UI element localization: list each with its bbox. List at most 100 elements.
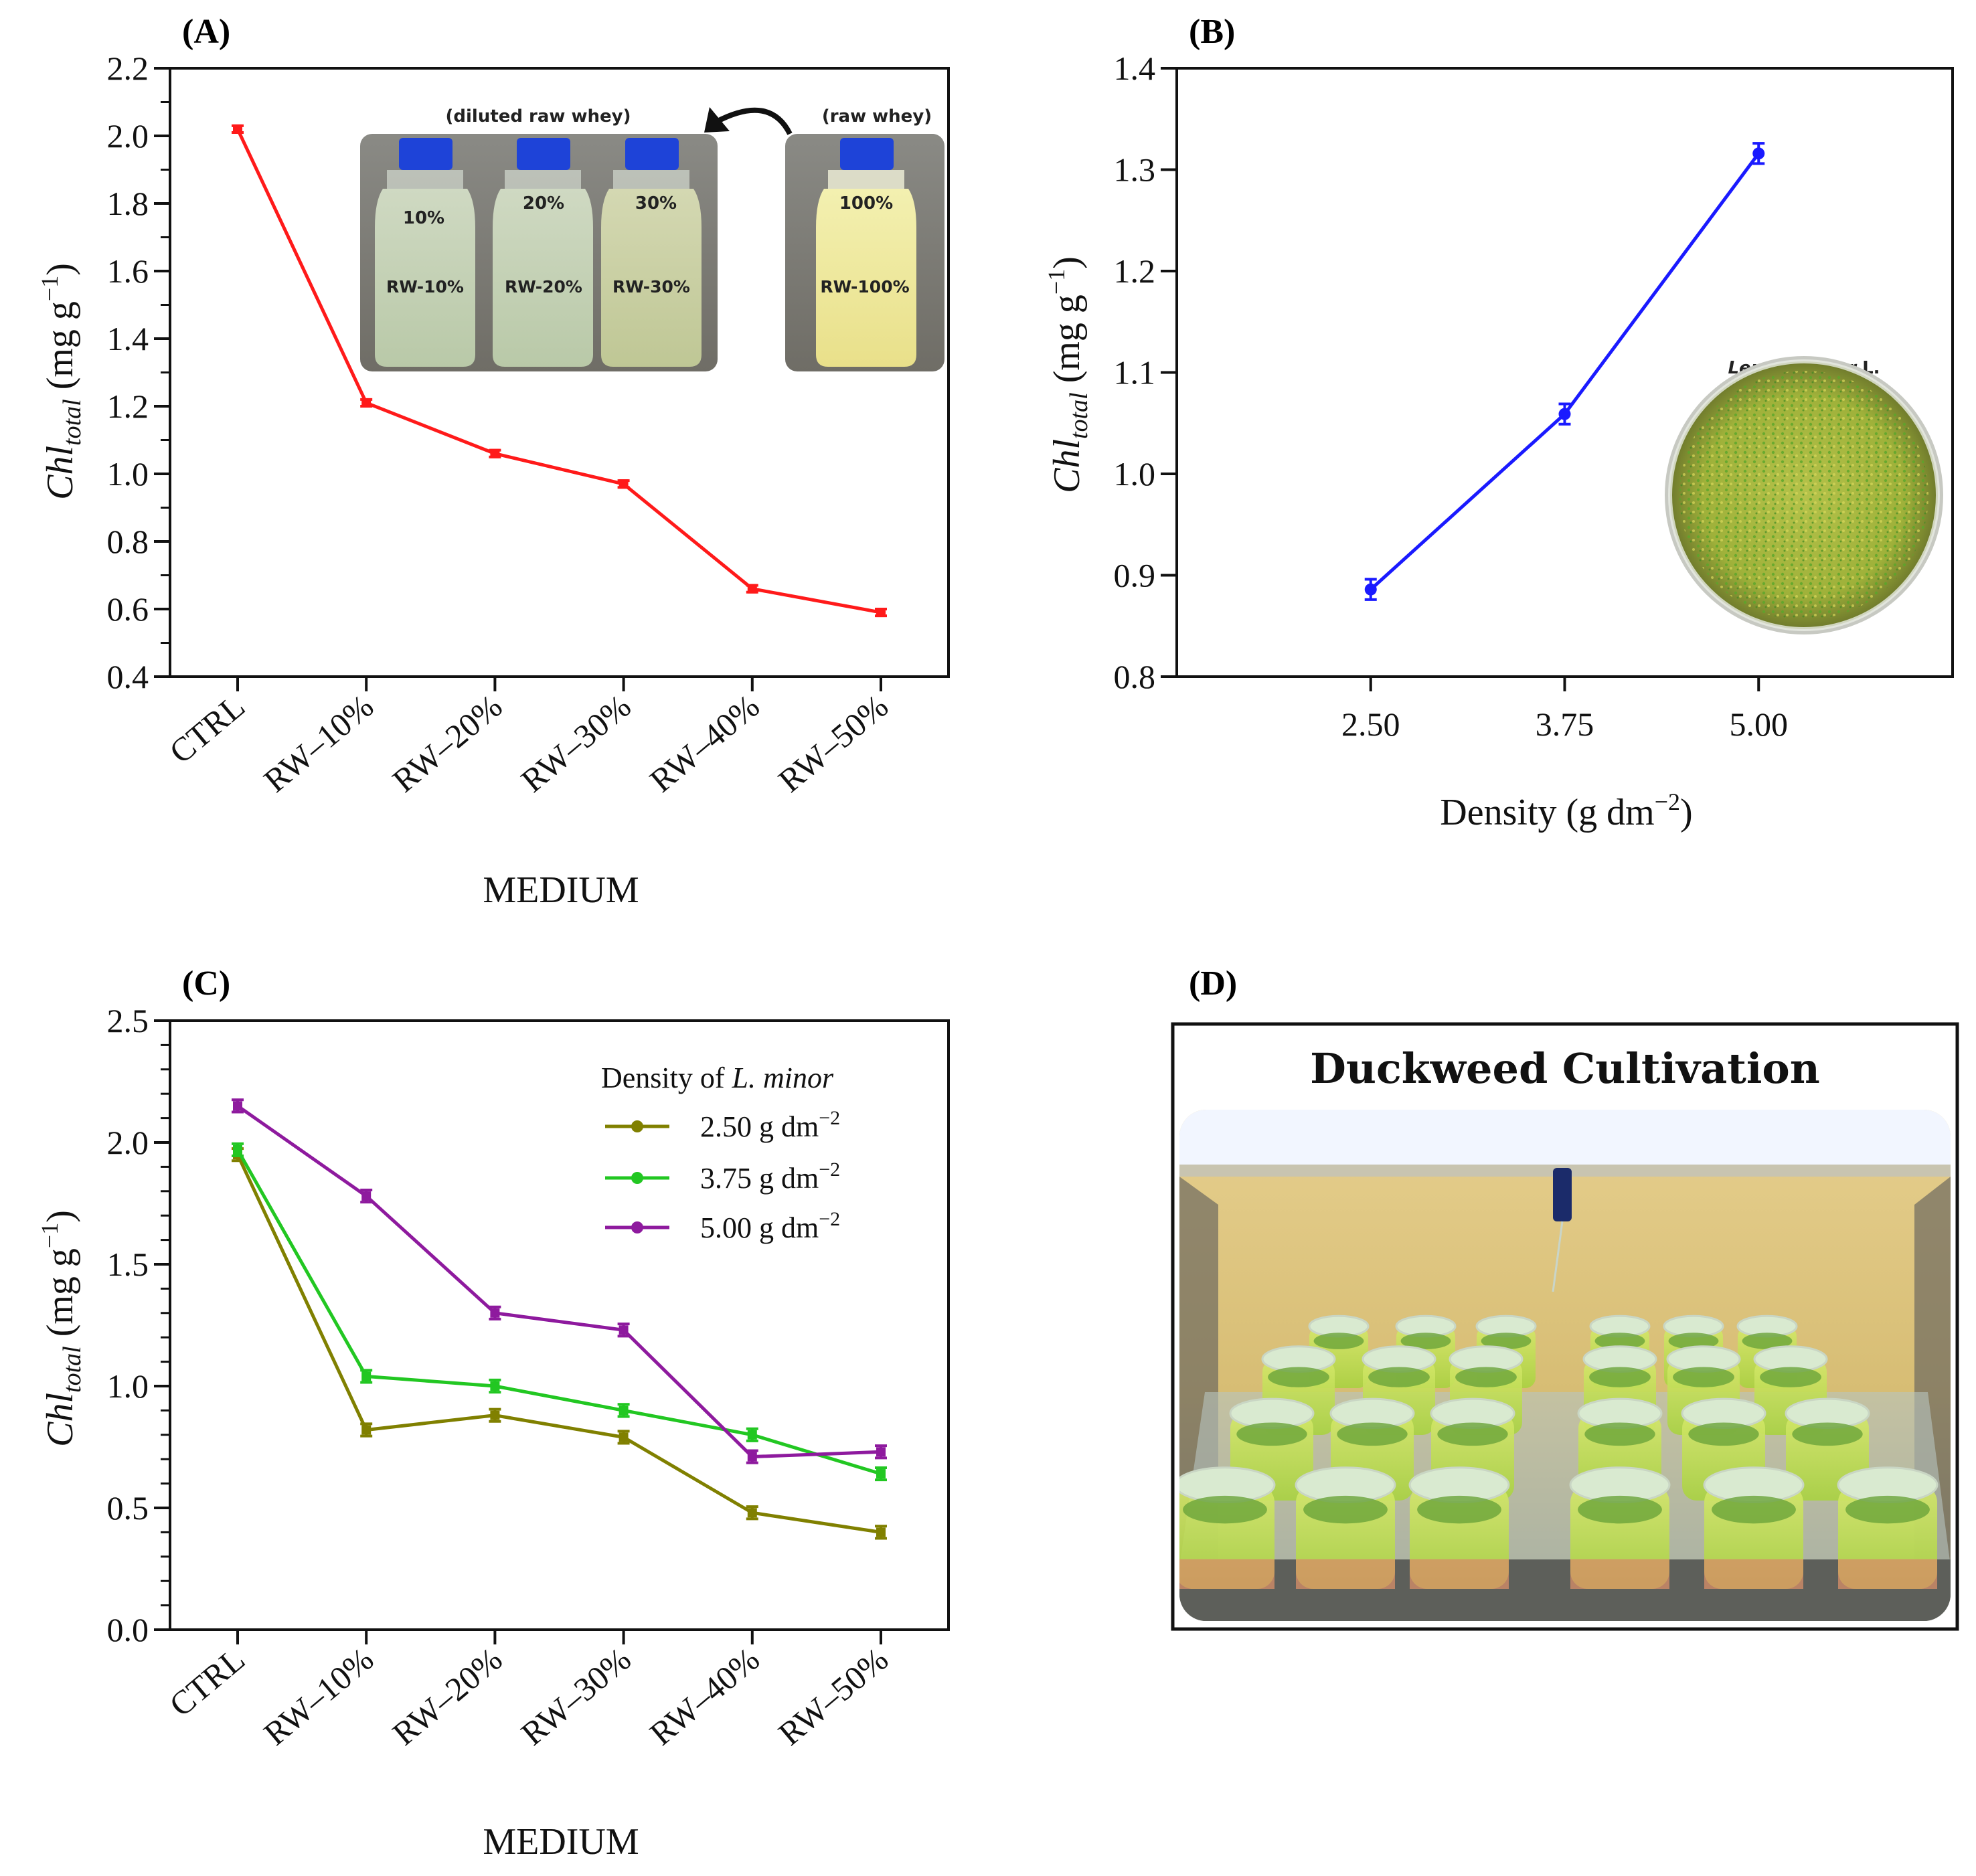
panel-a-y-tick-label: 1.6 [107,252,149,290]
panel-a-y-tick-label: 2.2 [107,50,149,87]
panel-a-y-axis-title: Chltotal (mg g−1) [36,263,86,500]
duckweed-surface [1368,1367,1430,1387]
jar-base [1704,1559,1803,1589]
panel-c-data-point [619,1432,629,1442]
panel-b-x-axis-title: Density (g dm−2) [1440,788,1692,833]
panel-c-data-point [747,1452,757,1462]
panel-a-chart: 0.4 0.6 0.8 1.0 1.2 1.4 1.6 1.8 2.0 2.2 CTRL RW–10… [36,50,950,911]
panel-c-data-point [747,1430,757,1440]
duckweed-surface [1845,1495,1930,1524]
panel-c-y-tick-label: 1.0 [107,1367,149,1405]
panel-c-data-point [233,1144,242,1155]
panel-c-x-axis-title: MEDIUM [483,1821,639,1863]
bottle-rw-20: 20% RW-20% [493,138,593,367]
diluted-whey-photo: (diluted raw whey) 10% RW-10% 20% RW-20% [360,106,944,371]
panel-a-x-tick-label: RW–20% [386,687,509,800]
panel-a-data-point [876,608,886,618]
duckweed-surface [1688,1422,1759,1446]
duckweed-surface [1481,1333,1532,1349]
duckweed-surface [1742,1333,1793,1349]
svg-text:2.50 g dm−2: 2.50 g dm−2 [700,1107,840,1143]
panel-b-y-tick-label: 0.8 [1114,658,1156,695]
duckweed-surface [1578,1495,1662,1524]
svg-text:5.00 g dm−2: 5.00 g dm−2 [700,1208,840,1244]
panel-c-series-line-375 [236,1148,882,1476]
panel-c-x-tick-label: CTRL [162,1640,252,1724]
panel-a-data-point [233,124,242,134]
panel-c-y-tick-label: 2.0 [107,1124,149,1161]
duckweed-surface [1236,1422,1307,1446]
panel-b-data-point [1752,147,1765,160]
duckweed-surface [1437,1422,1508,1446]
panel-a-y-tick-label: 0.4 [107,658,149,695]
panel-b-y-tick-label: 0.9 [1114,557,1156,594]
panel-c-y-tick-label: 0.0 [107,1611,149,1648]
panel-c-x-tick-label: RW–30% [514,1640,638,1753]
panel-c-data-point [490,1410,500,1420]
jar-base [1179,1559,1274,1589]
diluted-whey-caption: (diluted raw whey) [446,106,631,126]
panel-a-x-tick-label: CTRL [162,687,252,771]
duckweed-surface [1594,1333,1645,1349]
lemna-minor-photo: Lemna minor L. [1665,356,1943,634]
cultivation-chamber-photo [1179,1110,1951,1621]
arrow-icon [715,107,793,135]
panel-b-y-tick-label: 1.3 [1114,151,1156,189]
panel-c-y-tick-label: 1.5 [107,1246,149,1283]
panel-label-d: (D) [1189,964,1237,1003]
panel-c-x-tick-label: RW–40% [643,1640,766,1753]
panel-a-data-point [619,479,629,489]
panel-b-data-point [1558,408,1571,420]
bottle-rw-10: 10% RW-10% [375,138,475,367]
panel-a-x-tick-label: RW–50% [771,687,895,800]
panel-a-series-line-main [236,128,882,614]
panel-b-x-tick-label: 2.50 [1341,705,1400,743]
panel-c-data-point [490,1381,500,1391]
panel-a-x-axis-title: MEDIUM [483,869,639,911]
bottle-label-rw-30: RW-30% [612,277,690,296]
raw-whey-caption: (raw whey) [822,106,932,126]
legend-item-500: 5.00 g dm−2 [605,1208,840,1244]
duckweed-surface [1183,1495,1267,1524]
jar-base [1410,1559,1509,1589]
panel-c-x-tick-label: RW–20% [386,1640,509,1753]
svg-text:3.75 g dm−2: 3.75 g dm−2 [700,1159,840,1195]
duckweed-surface [1303,1495,1388,1524]
panel-c-data-point [619,1405,629,1416]
panel-c-legend: Density of L. minor 2.50 g dm−2 3.75 g d… [601,1061,840,1244]
legend-item-375: 3.75 g dm−2 [605,1159,840,1195]
panel-b-y-tick-label: 1.4 [1114,50,1156,87]
jar-base [1570,1559,1669,1589]
bottle-label-rw-10: RW-10% [386,277,464,296]
panel-b-data-point [1364,583,1377,596]
panel-c-y-tick-label: 0.5 [107,1489,149,1527]
panel-a-x-tick-label: RW–30% [514,687,638,800]
panel-c-data-point [490,1308,500,1318]
panel-b-x-tick-label: 5.00 [1730,705,1789,743]
panel-c-data-point [876,1447,886,1457]
panel-c-data-point [619,1325,629,1335]
panel-c-data-point [361,1371,372,1381]
duckweed-title: Duckweed Cultivation [1310,1044,1820,1093]
panel-label-c: (C) [182,964,230,1003]
duckweed-surface [1455,1367,1517,1387]
panel-b-y-tick-label: 1.1 [1114,354,1156,392]
panel-c-series-line-250 [236,1154,882,1534]
jar-grid [1179,1314,1939,1590]
panel-label-b: (B) [1189,13,1235,51]
duckweed-surface [1268,1367,1329,1387]
panel-a-y-tick-label: 0.8 [107,523,149,560]
duckweed-surface [1668,1333,1719,1349]
panel-c-data-point [876,1527,886,1537]
panel-a-data-point [361,398,372,408]
panel-a-y-tick-label: 2.0 [107,117,149,155]
panel-c-y-axis-title: Chltotal (mg g−1) [36,1210,86,1447]
panel-c-data-point [361,1191,372,1201]
panel-c-chart: 0.0 0.5 1.0 1.5 2.0 2.5 CTRL RW–10% RW–20% RW–30… [36,1002,950,1863]
jar-base [1838,1559,1937,1589]
bottle-label-rw-20: RW-20% [505,277,582,296]
bottle-mark-100: 100% [839,193,893,214]
panel-c-data-point [747,1508,757,1518]
panel-c-data-point [361,1425,372,1435]
